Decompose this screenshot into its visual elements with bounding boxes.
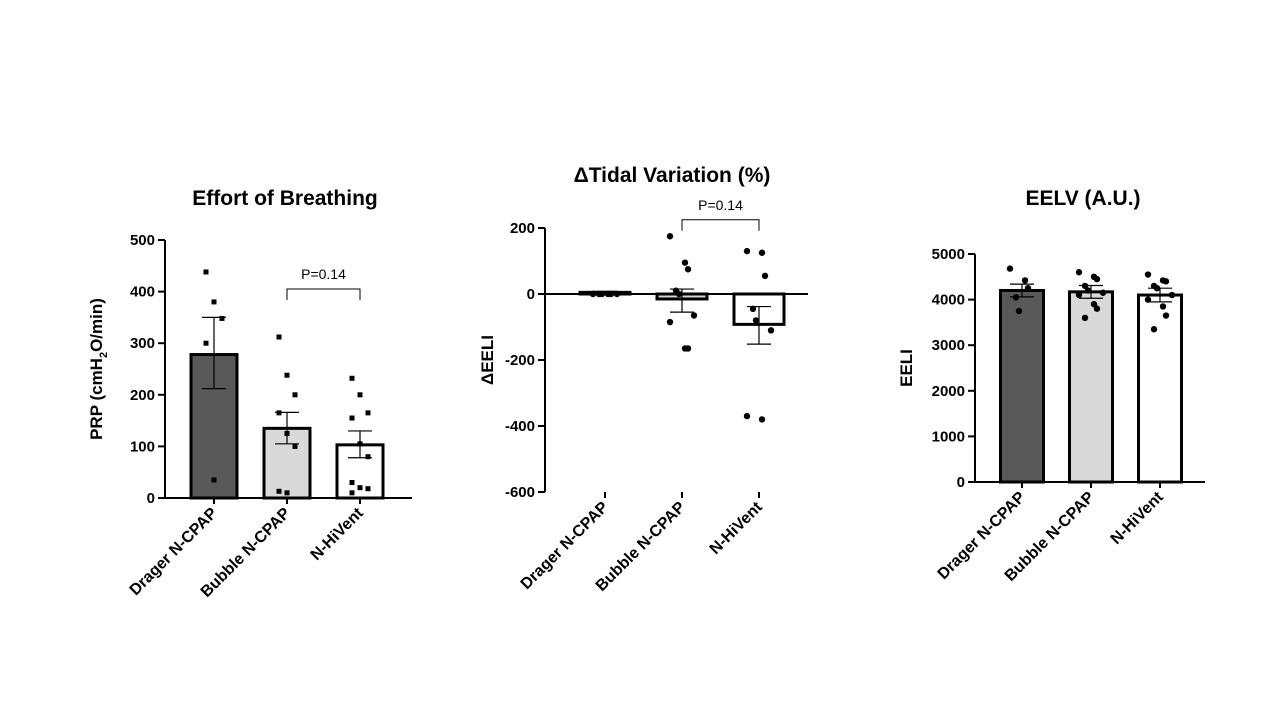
chart-title: ΔTidal Variation (%) xyxy=(574,164,771,187)
data-point xyxy=(1021,277,1029,284)
y-axis-label: ΔEELI xyxy=(478,335,497,385)
data-point xyxy=(203,269,209,275)
error-bar-2 xyxy=(275,411,299,445)
data-point xyxy=(1075,269,1083,276)
data-point xyxy=(211,477,217,483)
data-point xyxy=(349,490,355,496)
error-bar-1 xyxy=(202,316,226,390)
data-point xyxy=(1015,307,1023,315)
data-point xyxy=(365,410,371,416)
data-point xyxy=(758,416,766,423)
y-axis-label: PRP (cmH2O/min) xyxy=(87,298,110,440)
data-point xyxy=(1084,287,1092,294)
data-point xyxy=(203,340,209,346)
y-tick-label: -600 xyxy=(505,484,535,501)
data-point xyxy=(743,412,751,420)
y-tick-label: -400 xyxy=(505,418,535,435)
chart-1: Effort of Breathing PRP (cmH2O/min) 0 100 20… xyxy=(87,187,412,601)
significance-bracket: P=0.14 xyxy=(681,197,760,231)
data-point xyxy=(357,485,363,491)
data-point xyxy=(276,488,282,494)
p-value-label: P=0.14 xyxy=(301,266,346,282)
data-point xyxy=(1162,278,1170,285)
data-point xyxy=(1075,291,1083,299)
data-point xyxy=(681,259,689,266)
data-point xyxy=(1024,285,1032,292)
data-point xyxy=(357,392,363,398)
y-tick-label: 0 xyxy=(147,490,155,507)
data-point xyxy=(684,266,692,273)
y-tick-label: 500 xyxy=(130,232,155,249)
data-point xyxy=(349,415,355,421)
error-bar-3 xyxy=(747,305,771,345)
data-point xyxy=(758,249,766,256)
y-tick-label: 200 xyxy=(130,387,155,404)
y-axis-label: EELI xyxy=(897,349,916,387)
data-point xyxy=(1159,303,1167,310)
chart-3: EELV (A.U.)EELI010002000300040005000Drag… xyxy=(897,187,1205,585)
category-label: N-HiVent xyxy=(308,504,368,564)
data-point xyxy=(349,480,355,486)
chart-2: ΔTidal Variation (%) ΔEELI -600 -400 -200 0 20… xyxy=(478,164,808,595)
data-point xyxy=(1168,291,1176,299)
data-point xyxy=(292,443,298,449)
data-point xyxy=(1006,265,1014,272)
data-point xyxy=(219,315,225,321)
y-tick-label: 200 xyxy=(510,220,535,237)
chart-title: Effort of Breathing xyxy=(192,187,377,210)
bar-2 xyxy=(1068,290,1114,484)
y-tick-label: 100 xyxy=(130,438,155,455)
data-point xyxy=(1081,314,1089,322)
y-tick-label: 300 xyxy=(130,335,155,352)
data-point xyxy=(1093,305,1101,312)
p-value-label: P=0.14 xyxy=(698,197,743,213)
data-point xyxy=(1144,271,1152,278)
y-tick-label: 5000 xyxy=(932,246,965,263)
y-tick-label: 0 xyxy=(957,474,965,491)
error-bar-3 xyxy=(1148,287,1172,303)
y-tick-label: 400 xyxy=(130,284,155,301)
bar-3 xyxy=(1137,293,1183,484)
y-tick-label: 2000 xyxy=(932,383,965,400)
y-tick-label: 4000 xyxy=(932,292,965,309)
bar-1 xyxy=(999,288,1045,484)
data-point xyxy=(1162,312,1170,319)
y-tick-label: 0 xyxy=(527,286,535,303)
data-point xyxy=(349,375,355,381)
error-bar-2 xyxy=(670,288,694,313)
data-point xyxy=(1090,300,1098,308)
data-point xyxy=(1093,275,1101,283)
category-label: N-HiVent xyxy=(707,498,767,558)
y-tick-label: 1000 xyxy=(932,428,965,445)
chart-title: EELV (A.U.) xyxy=(1025,187,1140,210)
category-label: N-HiVent xyxy=(1108,488,1168,548)
error-bar-3 xyxy=(348,430,372,459)
data-point xyxy=(365,454,371,460)
data-point xyxy=(284,372,290,378)
data-point xyxy=(743,247,751,255)
data-point xyxy=(684,345,692,352)
data-point xyxy=(666,233,674,240)
data-point xyxy=(1150,326,1158,333)
data-point xyxy=(752,317,760,324)
data-point xyxy=(276,334,282,340)
data-point xyxy=(292,392,298,398)
data-point xyxy=(1099,289,1107,296)
data-point xyxy=(365,486,371,492)
error-bar-2 xyxy=(1079,284,1103,299)
data-point xyxy=(749,305,757,313)
significance-bracket: P=0.14 xyxy=(286,266,361,301)
data-point xyxy=(284,490,290,496)
error-bar-1 xyxy=(1010,283,1034,298)
data-point xyxy=(211,299,217,305)
data-point xyxy=(690,312,698,319)
data-point xyxy=(761,272,769,280)
data-point xyxy=(767,327,775,334)
y-tick-label: 3000 xyxy=(932,337,965,354)
data-point xyxy=(666,318,674,326)
y-tick-label: -200 xyxy=(505,352,535,369)
data-point xyxy=(1144,296,1152,303)
